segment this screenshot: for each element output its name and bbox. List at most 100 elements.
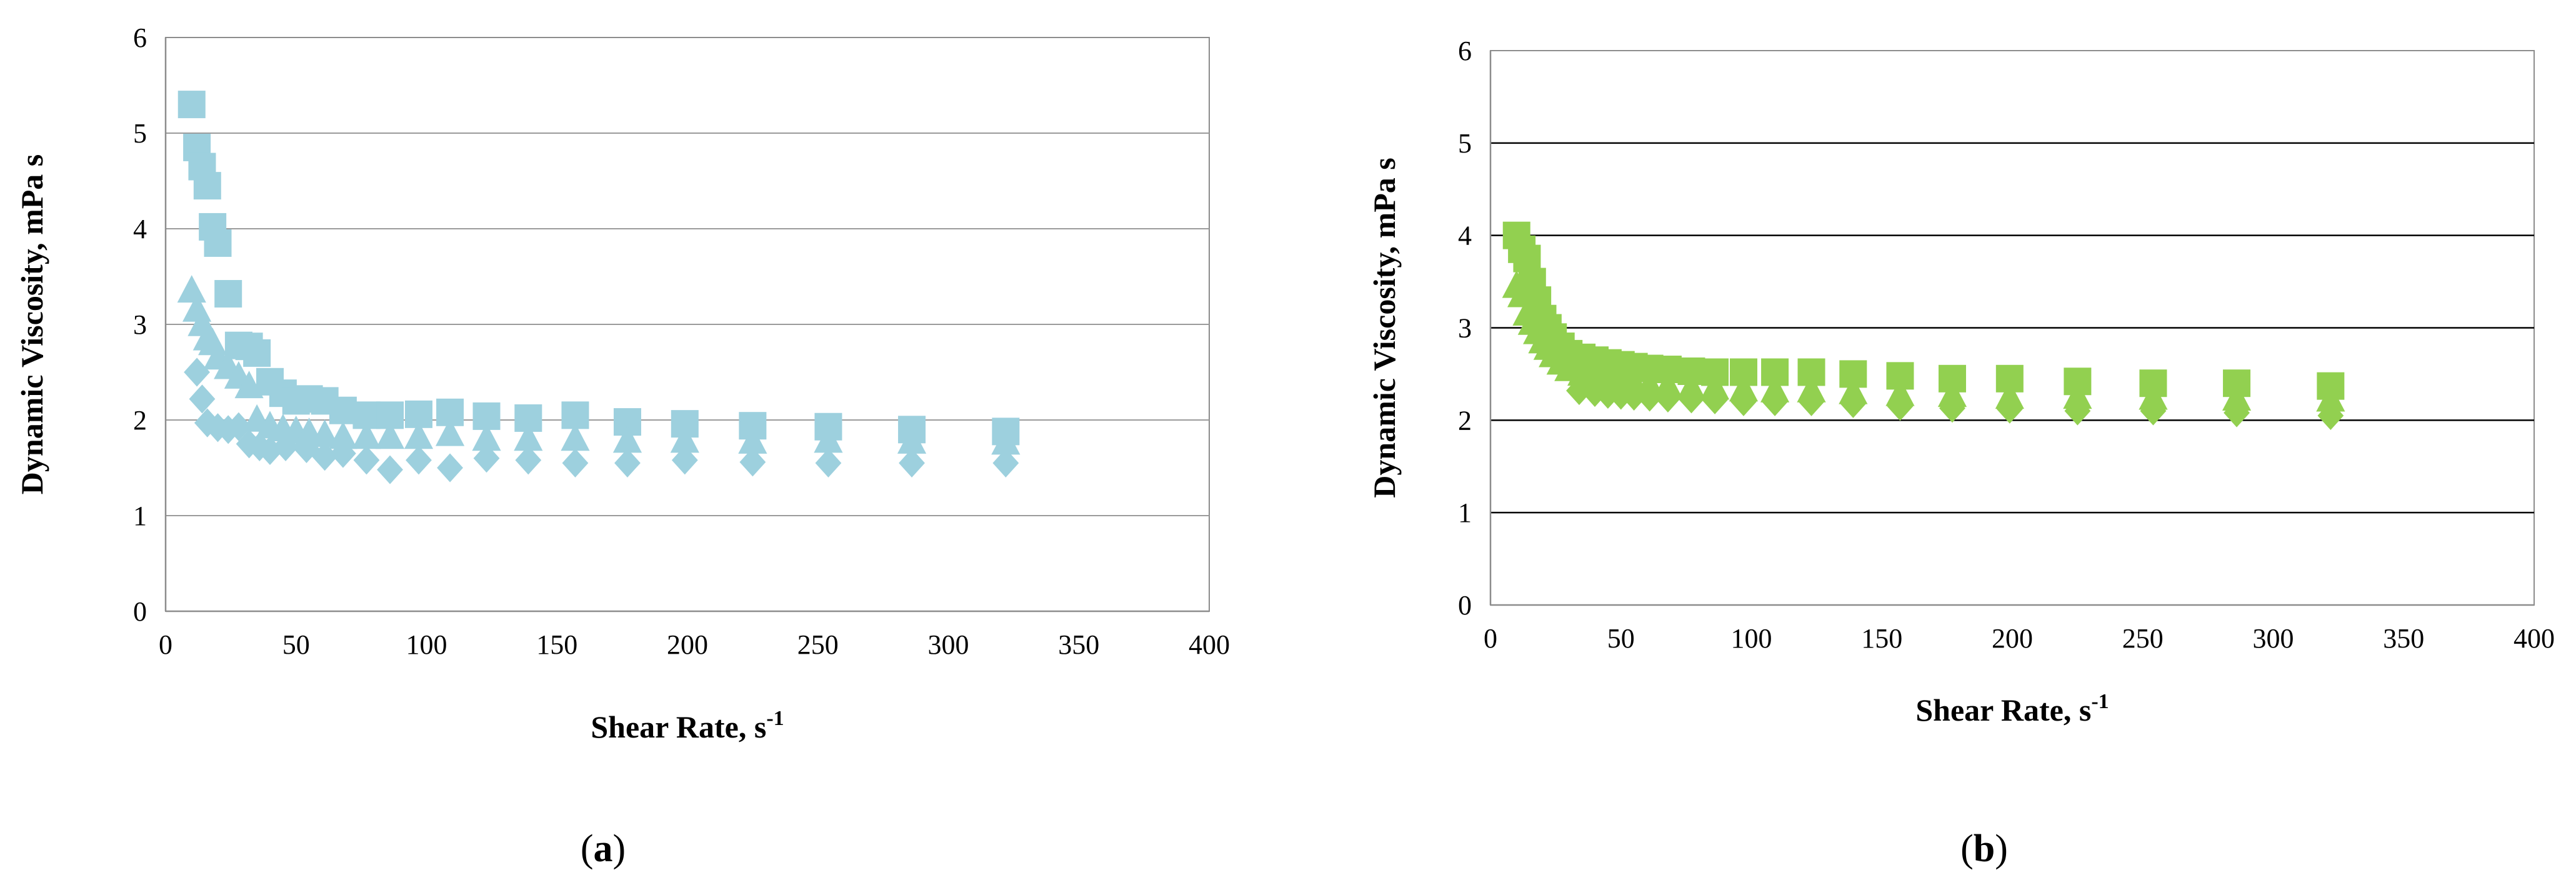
triangle-marker xyxy=(991,427,1021,455)
diamond-marker xyxy=(353,446,380,475)
diamond-marker xyxy=(377,455,403,484)
diamond-marker xyxy=(406,446,432,475)
triangle-marker xyxy=(352,421,381,449)
y-axis-title: Dynamic Viscosity, mPa s xyxy=(14,154,49,494)
triangle-marker xyxy=(2063,381,2092,409)
diamond-marker xyxy=(899,448,925,478)
diamond-marker xyxy=(1636,382,1663,412)
diamond-marker xyxy=(992,448,1019,478)
diamond-marker xyxy=(2140,396,2167,426)
y-tick-label: 5 xyxy=(133,118,147,149)
triangle-marker xyxy=(2139,382,2168,410)
triangle-marker xyxy=(738,426,767,454)
x-axis-title-superscript: -1 xyxy=(2091,690,2109,713)
chart-a: 0 1 2 3 4 5 6 0 50 100 150 200 250 300 350 400 Shear Rat… xyxy=(14,22,1230,870)
x-tick-label: 50 xyxy=(1607,623,1635,654)
x-tick-label: 0 xyxy=(159,629,172,660)
diamond-marker xyxy=(1620,381,1647,411)
x-tick-label: 200 xyxy=(1992,623,2033,654)
x-axis-title-superscript: -1 xyxy=(766,707,784,730)
y-tick-label: 0 xyxy=(133,596,147,627)
diamond-marker xyxy=(473,444,500,473)
square-marker xyxy=(214,280,242,308)
y-tick-label: 6 xyxy=(133,22,147,53)
diamond-marker xyxy=(614,448,641,478)
triangle-marker xyxy=(612,425,642,453)
x-tick-label: 250 xyxy=(797,629,839,660)
diamond-marker xyxy=(189,384,216,414)
diamond-marker xyxy=(437,453,463,482)
triangle-marker xyxy=(375,421,405,449)
x-tick-label: 250 xyxy=(2122,623,2164,654)
y-tick-label: 5 xyxy=(1458,128,1472,159)
x-tick-label: 300 xyxy=(2253,623,2294,654)
diamond-marker xyxy=(1798,387,1825,416)
triangle-marker xyxy=(670,425,699,453)
square-marker xyxy=(204,229,232,257)
diamond-marker xyxy=(257,436,283,466)
diamond-marker xyxy=(330,439,356,468)
series-diamond xyxy=(1566,376,2344,431)
diamond-marker xyxy=(1655,383,1681,412)
y-tick-label: 3 xyxy=(133,309,147,340)
square-marker xyxy=(1513,244,1541,272)
diamond-marker xyxy=(671,446,698,475)
triangle-marker xyxy=(897,426,927,454)
y-axis-title: Dynamic Viscosity, mPa s xyxy=(1367,158,1402,498)
x-tick-label: 50 xyxy=(282,629,310,660)
x-tick-label: 400 xyxy=(2514,623,2555,654)
diamond-marker xyxy=(2317,401,2344,431)
square-marker xyxy=(329,396,357,424)
diamond-marker xyxy=(1566,376,1592,406)
triangle-marker xyxy=(404,421,434,449)
x-tick-label: 150 xyxy=(1861,623,1902,654)
diamond-marker xyxy=(1730,387,1757,416)
x-tick-label: 0 xyxy=(1484,623,1497,654)
square-marker xyxy=(193,172,221,200)
diamond-marker xyxy=(1678,384,1705,414)
diamond-marker xyxy=(815,448,842,478)
triangle-marker xyxy=(328,421,357,449)
x-tick-label: 350 xyxy=(1058,629,1099,660)
x-axis-title: Shear Rate, s-1 xyxy=(1915,690,2109,728)
x-tick-label: 400 xyxy=(1189,629,1230,660)
panel-label-letter: b xyxy=(1974,828,1995,870)
diamond-marker xyxy=(184,358,210,387)
square-marker xyxy=(177,91,206,119)
diamond-marker xyxy=(1887,392,1914,421)
series-diamond xyxy=(184,358,1019,484)
x-axis-title: Shear Rate, s-1 xyxy=(591,707,784,744)
diamond-marker xyxy=(272,432,299,461)
panel-label-letter: a xyxy=(594,828,613,870)
diamond-marker xyxy=(1762,387,1788,416)
x-tick-label: 100 xyxy=(1731,623,1772,654)
triangle-marker xyxy=(2316,384,2345,412)
square-marker xyxy=(243,339,271,367)
triangle-marker xyxy=(1937,379,1967,408)
triangle-marker xyxy=(472,423,501,451)
triangle-marker xyxy=(177,275,206,303)
triangle-marker xyxy=(234,371,264,399)
x-tick-label: 200 xyxy=(667,629,708,660)
series-square xyxy=(1502,221,2345,400)
x-tick-label: 100 xyxy=(406,629,447,660)
chart-b: 0 1 2 3 4 5 6 0 50 100 150 200 250 300 350 400 Shear Rat… xyxy=(1367,36,2555,870)
y-tick-label: 6 xyxy=(1458,36,1472,66)
x-tick-label: 350 xyxy=(2383,623,2424,654)
triangle-marker xyxy=(1507,279,1537,308)
diamond-marker xyxy=(2064,396,2091,426)
y-tick-label: 0 xyxy=(1458,590,1472,621)
y-tick-label: 1 xyxy=(133,501,147,531)
diamond-marker xyxy=(2224,398,2250,428)
triangle-marker xyxy=(435,418,465,446)
y-tick-label: 2 xyxy=(1458,405,1472,436)
diamond-marker xyxy=(1840,389,1867,418)
triangle-marker xyxy=(561,423,590,451)
x-tick-label: 150 xyxy=(536,629,577,660)
panel-label: (b) xyxy=(1960,828,2008,870)
panel-label: (a) xyxy=(581,828,626,870)
triangle-marker xyxy=(814,425,843,453)
diamond-marker xyxy=(1702,385,1728,414)
diamond-marker xyxy=(739,448,766,477)
